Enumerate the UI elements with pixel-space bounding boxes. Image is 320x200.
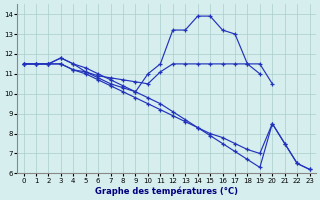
- X-axis label: Graphe des températures (°C): Graphe des températures (°C): [95, 186, 238, 196]
